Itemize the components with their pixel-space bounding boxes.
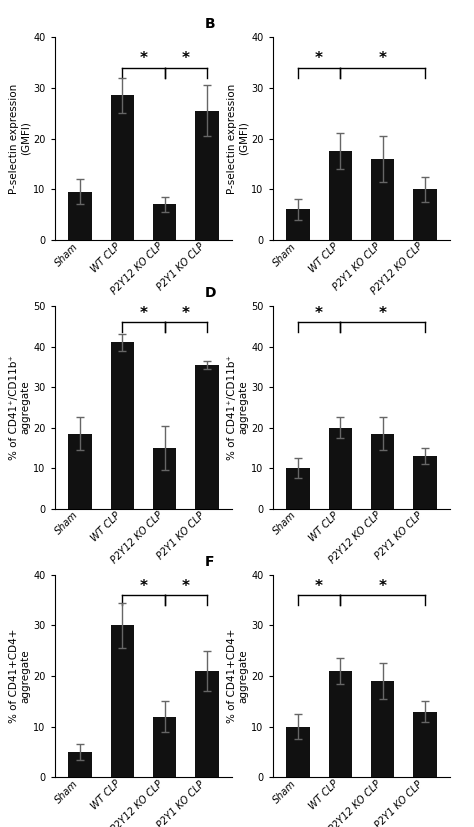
Bar	[371, 159, 394, 240]
Bar	[110, 625, 134, 777]
Text: *: *	[315, 579, 323, 594]
Bar	[328, 428, 352, 509]
Bar	[413, 456, 437, 509]
Text: F: F	[205, 555, 215, 568]
Text: B: B	[205, 17, 216, 31]
Bar	[195, 671, 219, 777]
Bar	[413, 189, 437, 240]
Y-axis label: % of CD41+CD4+
aggregate: % of CD41+CD4+ aggregate	[9, 629, 30, 724]
Text: *: *	[139, 579, 147, 594]
Y-axis label: % of CD41+CD4+
aggregate: % of CD41+CD4+ aggregate	[227, 629, 248, 724]
Bar	[328, 671, 352, 777]
Bar	[328, 151, 352, 240]
Text: *: *	[139, 306, 147, 321]
Text: D: D	[205, 285, 217, 299]
Bar	[413, 711, 437, 777]
Bar	[371, 681, 394, 777]
Bar	[110, 95, 134, 240]
Text: *: *	[379, 51, 387, 66]
Text: *: *	[182, 579, 190, 594]
Y-axis label: % of CD41⁺/CD11b⁺
aggregate: % of CD41⁺/CD11b⁺ aggregate	[227, 355, 248, 460]
Text: *: *	[379, 306, 387, 321]
Bar	[286, 468, 310, 509]
Bar	[286, 727, 310, 777]
Text: *: *	[315, 51, 323, 66]
Y-axis label: P-selectin expression
(GMFI): P-selectin expression (GMFI)	[227, 84, 248, 194]
Text: *: *	[182, 306, 190, 321]
Bar	[68, 192, 91, 240]
Bar	[68, 433, 91, 509]
Bar	[153, 716, 176, 777]
Text: *: *	[182, 51, 190, 66]
Bar	[195, 111, 219, 240]
Bar	[68, 752, 91, 777]
Text: *: *	[315, 306, 323, 321]
Bar	[153, 204, 176, 240]
Text: *: *	[139, 51, 147, 66]
Y-axis label: P-selectin expression
(GMFI): P-selectin expression (GMFI)	[9, 84, 30, 194]
Text: *: *	[379, 579, 387, 594]
Bar	[371, 433, 394, 509]
Y-axis label: % of CD41⁺/CD11b⁺
aggregate: % of CD41⁺/CD11b⁺ aggregate	[9, 355, 30, 460]
Bar	[195, 365, 219, 509]
Bar	[286, 209, 310, 240]
Bar	[153, 448, 176, 509]
Bar	[110, 342, 134, 509]
